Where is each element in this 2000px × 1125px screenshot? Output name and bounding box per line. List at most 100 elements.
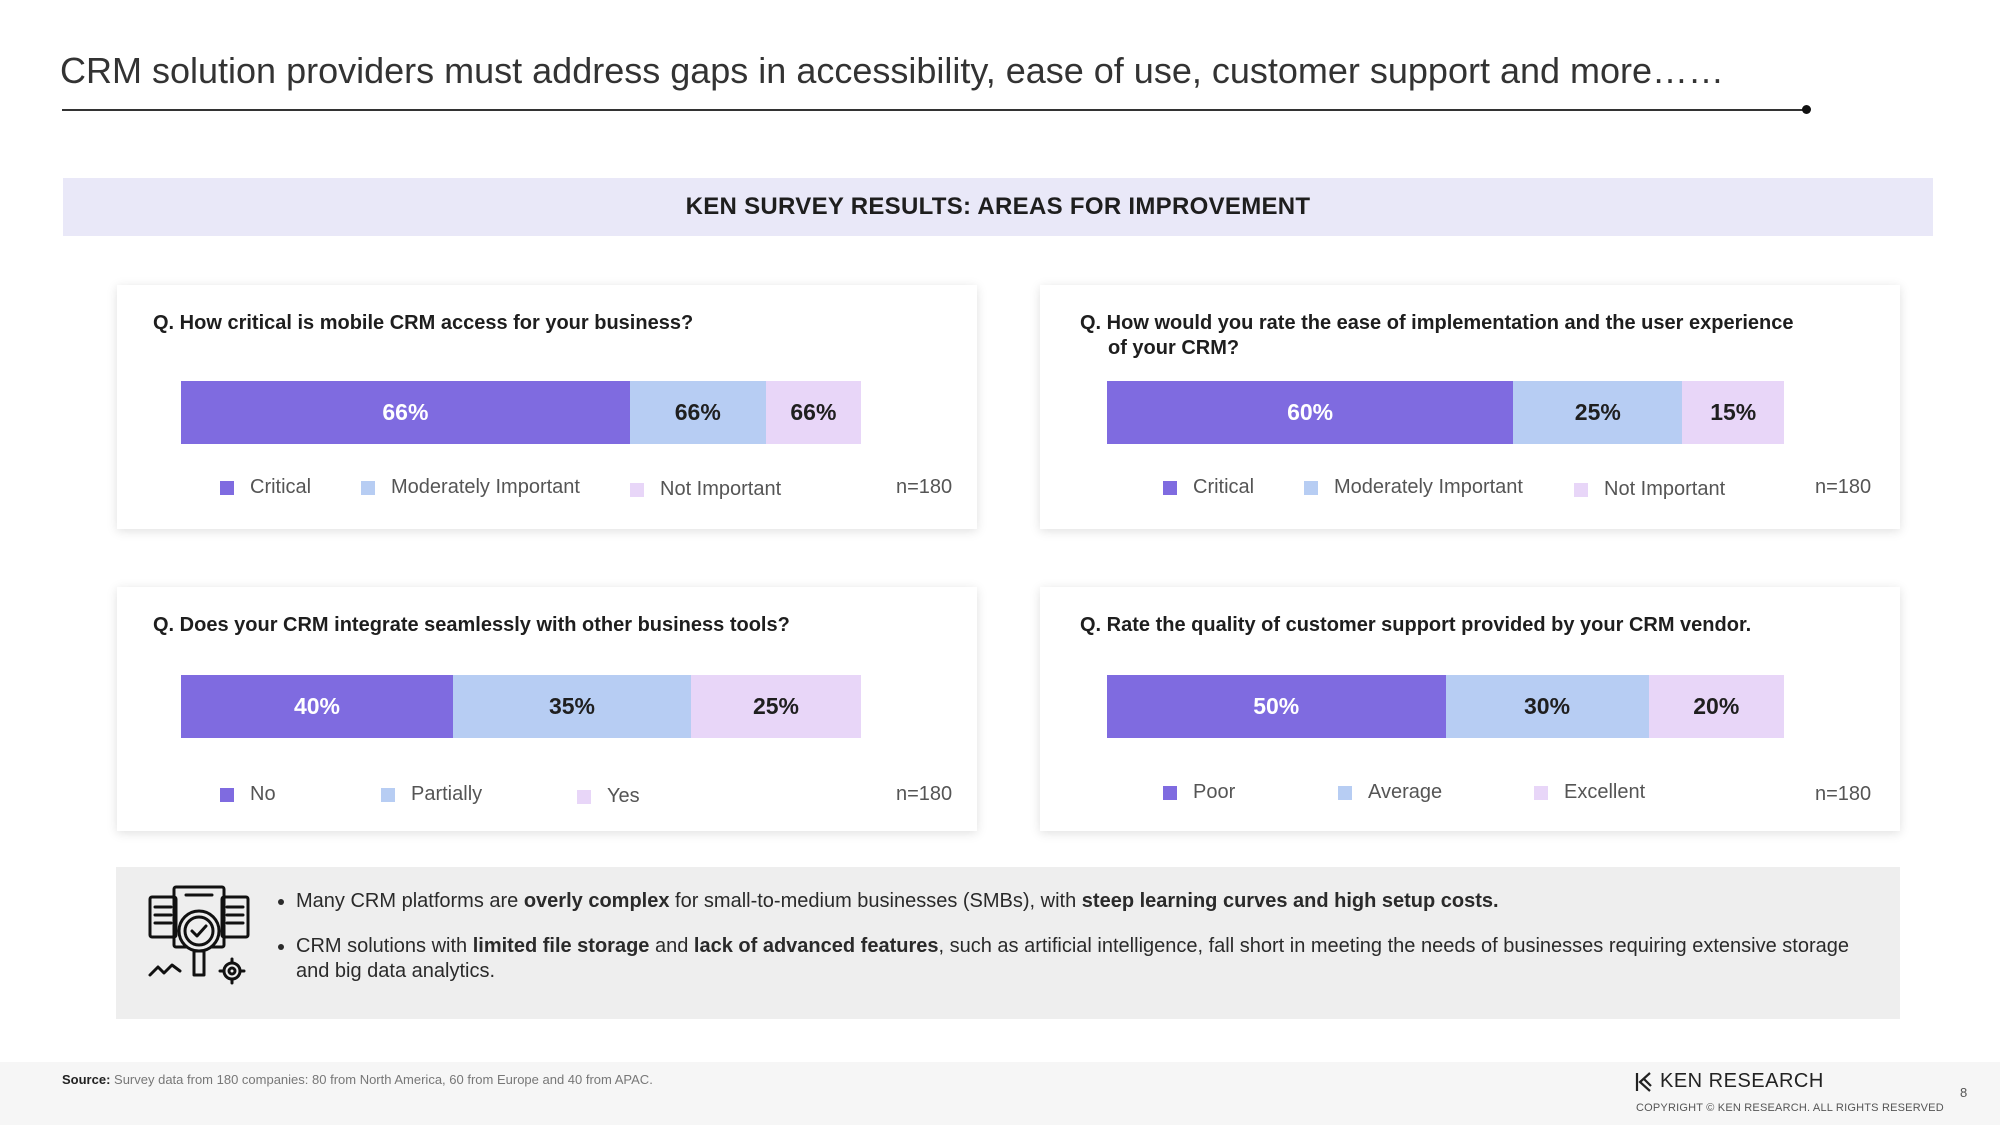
bar-segment: 50% bbox=[1107, 675, 1446, 738]
legend-item: Not Important bbox=[630, 478, 781, 501]
bar-segment: 20% bbox=[1648, 675, 1784, 738]
page-title: CRM solution providers must address gaps… bbox=[60, 50, 1725, 91]
legend-item: Critical bbox=[220, 476, 311, 499]
bar-segment: 66% bbox=[181, 381, 630, 444]
survey-banner: KEN SURVEY RESULTS: AREAS FOR IMPROVEMEN… bbox=[63, 178, 1933, 236]
legend-item: Critical bbox=[1163, 476, 1254, 499]
bar-segment: 35% bbox=[453, 675, 691, 738]
question-line: of your CRM? bbox=[1108, 337, 1240, 359]
insight-emphasis: overly complex bbox=[523, 890, 670, 912]
insight-emphasis: steep learning curves and high setup cos… bbox=[1081, 890, 1494, 912]
legend-label: Moderately Important bbox=[391, 476, 580, 498]
legend: No Partially Yes bbox=[117, 783, 977, 813]
legend-swatch bbox=[1338, 785, 1352, 800]
question-title: Q. Rate the quality of customer support … bbox=[1080, 613, 1880, 638]
legend-swatch bbox=[577, 789, 591, 804]
sample-size-label: n=180 bbox=[896, 783, 953, 805]
bar-segment: 60% bbox=[1107, 381, 1514, 444]
legend-swatch bbox=[381, 787, 395, 802]
question-title: Q. How would you rate the ease of implem… bbox=[1080, 311, 1880, 361]
legend-item: Moderately Important bbox=[1304, 476, 1523, 499]
survey-card-customer-support: Q. Rate the quality of customer support … bbox=[1040, 587, 1900, 831]
bar-segment: 66% bbox=[765, 381, 861, 444]
survey-card-mobile-access: Q. How critical is mobile CRM access for… bbox=[117, 285, 977, 529]
data-label: 60% bbox=[1287, 399, 1334, 425]
logo-text: KEN RESEARCH bbox=[1660, 1070, 1824, 1092]
legend-item: Average bbox=[1338, 781, 1442, 804]
bar-segment: 15% bbox=[1682, 381, 1784, 444]
legend: Critical Moderately Important Not Import… bbox=[117, 476, 977, 506]
copyright-text: COPYRIGHT © KEN RESEARCH. ALL RIGHTS RES… bbox=[1636, 1102, 1944, 1114]
source-label: Source: bbox=[62, 1072, 111, 1087]
sample-size-label: n=180 bbox=[896, 476, 953, 498]
data-label: 15% bbox=[1710, 399, 1757, 425]
data-label: 30% bbox=[1524, 693, 1571, 719]
legend-item: Poor bbox=[1163, 781, 1235, 804]
insight-text: Many CRM platforms are bbox=[296, 890, 524, 912]
legend-label: Poor bbox=[1193, 781, 1236, 803]
key-insights-box: Many CRM platforms are overly complex fo… bbox=[116, 867, 1900, 1019]
legend-label: No bbox=[250, 783, 276, 805]
insight-text: , such as artificial intelligence, fall … bbox=[296, 935, 1849, 982]
insight-text: CRM solutions with bbox=[296, 935, 473, 957]
legend-item: Moderately Important bbox=[361, 476, 580, 499]
stacked-bar: 50% 30% 20% bbox=[1107, 675, 1784, 738]
legend-swatch bbox=[361, 480, 375, 495]
insight-text: . bbox=[1493, 890, 1499, 912]
bar-segment: 25% bbox=[691, 675, 861, 738]
legend: Critical Moderately Important Not Import… bbox=[1040, 476, 1900, 506]
stacked-bar: 66% 66% 66% bbox=[181, 381, 861, 444]
question-line: Q. How critical is mobile CRM access for… bbox=[153, 312, 694, 334]
legend-swatch bbox=[1163, 480, 1177, 495]
legend-swatch bbox=[1574, 482, 1588, 497]
data-label: 66% bbox=[790, 399, 837, 425]
legend-item: Not Important bbox=[1574, 478, 1725, 501]
legend-label: Excellent bbox=[1564, 781, 1646, 803]
survey-card-ease-of-use: Q. How would you rate the ease of implem… bbox=[1040, 285, 1900, 529]
legend: Poor Average Excellent bbox=[1040, 781, 1900, 811]
data-label: 66% bbox=[674, 399, 721, 425]
legend-label: Average bbox=[1368, 781, 1443, 803]
insight-text: and bbox=[649, 935, 694, 957]
page-number: 8 bbox=[1960, 1085, 1968, 1100]
data-label: 25% bbox=[752, 693, 800, 719]
legend-label: Not Important bbox=[660, 478, 782, 500]
title-underline-dot bbox=[1802, 105, 1811, 114]
stacked-bar: 40% 35% 25% bbox=[181, 675, 861, 738]
legend-item: Yes bbox=[577, 785, 640, 808]
question-line: Q. How would you rate the ease of implem… bbox=[1080, 312, 1794, 334]
sample-size-label: n=180 bbox=[1815, 783, 1872, 805]
insight-emphasis: limited file storage bbox=[472, 935, 650, 957]
insight-text: for small-to-medium businesses (SMBs), w… bbox=[669, 890, 1082, 912]
ken-research-logo-icon bbox=[1635, 1071, 1652, 1092]
survey-card-integration: Q. Does your CRM integrate seamlessly wi… bbox=[117, 587, 977, 831]
insight-emphasis: lack of advanced features bbox=[693, 935, 939, 957]
title-underline bbox=[62, 109, 1808, 111]
legend-item: Excellent bbox=[1534, 781, 1645, 804]
stacked-bar: 60% 25% 15% bbox=[1107, 381, 1784, 444]
legend-swatch bbox=[1304, 480, 1318, 495]
data-label: 35% bbox=[548, 693, 596, 719]
bar-segment: 40% bbox=[181, 675, 453, 738]
source-note: Source: Survey data from 180 companies: … bbox=[62, 1072, 653, 1087]
legend-label: Moderately Important bbox=[1334, 476, 1523, 498]
legend-item: Partially bbox=[381, 783, 482, 806]
legend-label: Critical bbox=[1193, 476, 1255, 498]
insight-bullet: CRM solutions with limited file storage … bbox=[296, 934, 1856, 984]
sample-size-label: n=180 bbox=[1815, 476, 1872, 498]
footer bbox=[0, 1062, 2000, 1125]
question-line: Q. Does your CRM integrate seamlessly wi… bbox=[153, 614, 790, 636]
bar-segment: 66% bbox=[629, 381, 766, 444]
data-label: 50% bbox=[1253, 693, 1300, 719]
legend-label: Not Important bbox=[1604, 478, 1726, 500]
legend-item: No bbox=[220, 783, 276, 806]
data-label: 40% bbox=[293, 693, 341, 719]
data-label: 25% bbox=[1574, 399, 1621, 425]
question-title: Q. How critical is mobile CRM access for… bbox=[153, 311, 953, 336]
source-text: Survey data from 180 companies: 80 from … bbox=[110, 1072, 653, 1087]
compliance-check-icon bbox=[148, 885, 250, 985]
question-title: Q. Does your CRM integrate seamlessly wi… bbox=[153, 613, 953, 638]
legend-swatch bbox=[220, 787, 234, 802]
legend-swatch bbox=[630, 482, 644, 497]
bar-segment: 25% bbox=[1513, 381, 1683, 444]
